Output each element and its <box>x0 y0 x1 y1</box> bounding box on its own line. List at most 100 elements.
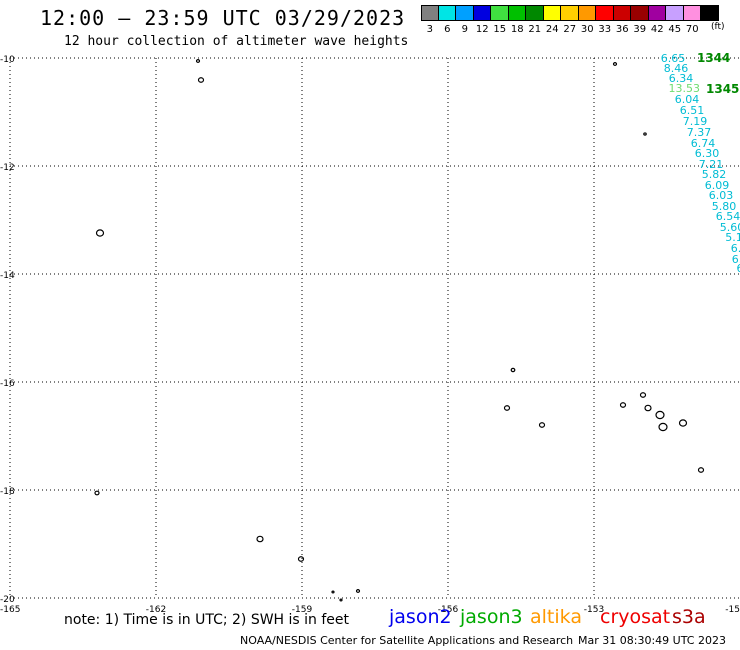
lat-tick-label: -18 <box>0 487 15 497</box>
legend-label: 9 <box>461 24 468 35</box>
legend-swatch <box>456 5 474 21</box>
wave-height-label: 7.37 <box>687 126 712 139</box>
legend-item: 24 <box>543 5 561 35</box>
wave-height-label: 5.1 <box>725 231 740 244</box>
pass-id-label: 1345 <box>706 82 739 96</box>
island-outline <box>639 392 647 398</box>
wave-height-label: 6.30 <box>695 147 720 160</box>
legend-item: 33 <box>596 5 614 35</box>
island-outline <box>503 405 511 411</box>
pass-id-label: 1344 <box>697 51 730 65</box>
legend-item: 21 <box>526 5 544 35</box>
legend-label: 18 <box>510 24 524 35</box>
island-outline <box>612 62 618 66</box>
wave-height-label: 6.34 <box>669 72 694 85</box>
wave-height-label: 6. <box>732 253 740 266</box>
legend-label: 30 <box>580 24 594 35</box>
legend-label: 6 <box>444 24 451 35</box>
legend-swatch <box>543 5 561 21</box>
wave-height-label: 6.74 <box>691 137 716 150</box>
lon-tick-label: -162 <box>146 605 166 615</box>
island-outline <box>297 556 305 562</box>
lat-tick-label: -16 <box>0 379 15 389</box>
island-outline <box>658 422 668 432</box>
wave-height-label: 6.09 <box>705 179 730 192</box>
page-subtitle: 12 hour collection of altimeter wave hei… <box>64 34 409 49</box>
legend-swatch <box>683 5 701 21</box>
map-grid <box>9 57 740 599</box>
wave-height-label: 6.51 <box>680 104 705 117</box>
legend-label: 27 <box>563 24 577 35</box>
legend-swatch <box>491 5 509 21</box>
color-legend: 3 6 9 12 15 18 21 24 27 30 33 36 39 42 45 70 <box>421 5 719 35</box>
legend-item: 18 <box>508 5 526 35</box>
legend-item: 39 <box>631 5 649 35</box>
pass-labels: 1344 1345 <box>697 51 739 96</box>
legend-item: 9 <box>456 5 474 35</box>
legend-swatch <box>648 5 666 21</box>
legend-label: 70 <box>685 24 699 35</box>
legend-item: 36 <box>613 5 631 35</box>
lat-tick-label: -10 <box>0 55 15 65</box>
wave-height-label: 6.03 <box>709 189 734 202</box>
island-outline <box>355 589 361 593</box>
lon-tick-label: -153 <box>584 605 604 615</box>
island-outline <box>644 404 652 412</box>
satellite-name: jason3 <box>460 606 523 628</box>
legend-item: 30 <box>578 5 596 35</box>
legend-swatch <box>438 5 456 21</box>
wave-height-label: 6 <box>737 262 740 275</box>
legend-label: 36 <box>615 24 629 35</box>
legend-unit: (ft) <box>711 22 725 32</box>
legend-label: 42 <box>650 24 664 35</box>
lon-tick-label: -159 <box>292 605 313 615</box>
page-title: 12:00 – 23:59 UTC 03/29/2023 <box>40 6 406 30</box>
legend-item: 3 <box>421 5 439 35</box>
island-outline <box>619 402 627 408</box>
island-outline <box>195 59 201 63</box>
footer-note: note: 1) Time is in UTC; 2) SWH is in fe… <box>64 612 350 628</box>
wave-height-label: 5.60 <box>720 221 740 234</box>
island-outlines <box>94 59 705 602</box>
lon-tick-label: -15 <box>725 605 740 615</box>
legend-item: 12 <box>473 5 491 35</box>
lat-tick-label: -14 <box>0 271 15 281</box>
legend-swatch <box>561 5 579 21</box>
island-outline <box>538 422 546 428</box>
lon-tick-label: -156 <box>438 605 459 615</box>
island-outline <box>256 535 264 543</box>
wave-height-label: 5.80 <box>712 200 737 213</box>
legend-label: 15 <box>493 24 507 35</box>
legend-label: 33 <box>598 24 612 35</box>
wave-height-label: 13.53 <box>669 82 701 95</box>
legend-swatch <box>701 5 719 21</box>
wave-height-label: 6.65 <box>661 52 686 65</box>
satellite-name: cryosat <box>600 606 671 628</box>
satellite-name: jason2 <box>389 606 452 628</box>
island-outline <box>339 598 343 602</box>
legend-swatch <box>666 5 684 21</box>
legend-swatch <box>596 5 614 21</box>
wave-height-label: 6. <box>731 242 740 255</box>
lat-tick-label: -12 <box>0 163 15 173</box>
satellite-name: altika <box>530 606 582 628</box>
island-outline <box>643 132 647 136</box>
legend-swatch <box>613 5 631 21</box>
credit-text: NOAA/NESDIS Center for Satellite Applica… <box>240 634 574 647</box>
island-outline <box>678 419 688 427</box>
lon-tick-label: -165 <box>0 605 20 615</box>
wave-height-label: 5.82 <box>702 168 727 181</box>
legend-item: 27 <box>561 5 579 35</box>
satellite-name: s3a <box>672 606 706 628</box>
island-outline <box>697 467 705 473</box>
legend-item: 45 <box>666 5 684 35</box>
generated-timestamp: Mar 31 08:30:49 UTC 2023 <box>578 634 726 647</box>
island-outline <box>94 490 100 496</box>
wave-height-observations: 6.658.466.3413.536.046.517.197.376.746.3… <box>661 52 740 275</box>
legend-swatch <box>508 5 526 21</box>
legend-label: 45 <box>668 24 682 35</box>
island-outline <box>655 410 665 420</box>
island-outline <box>197 77 205 83</box>
legend-swatch <box>631 5 649 21</box>
